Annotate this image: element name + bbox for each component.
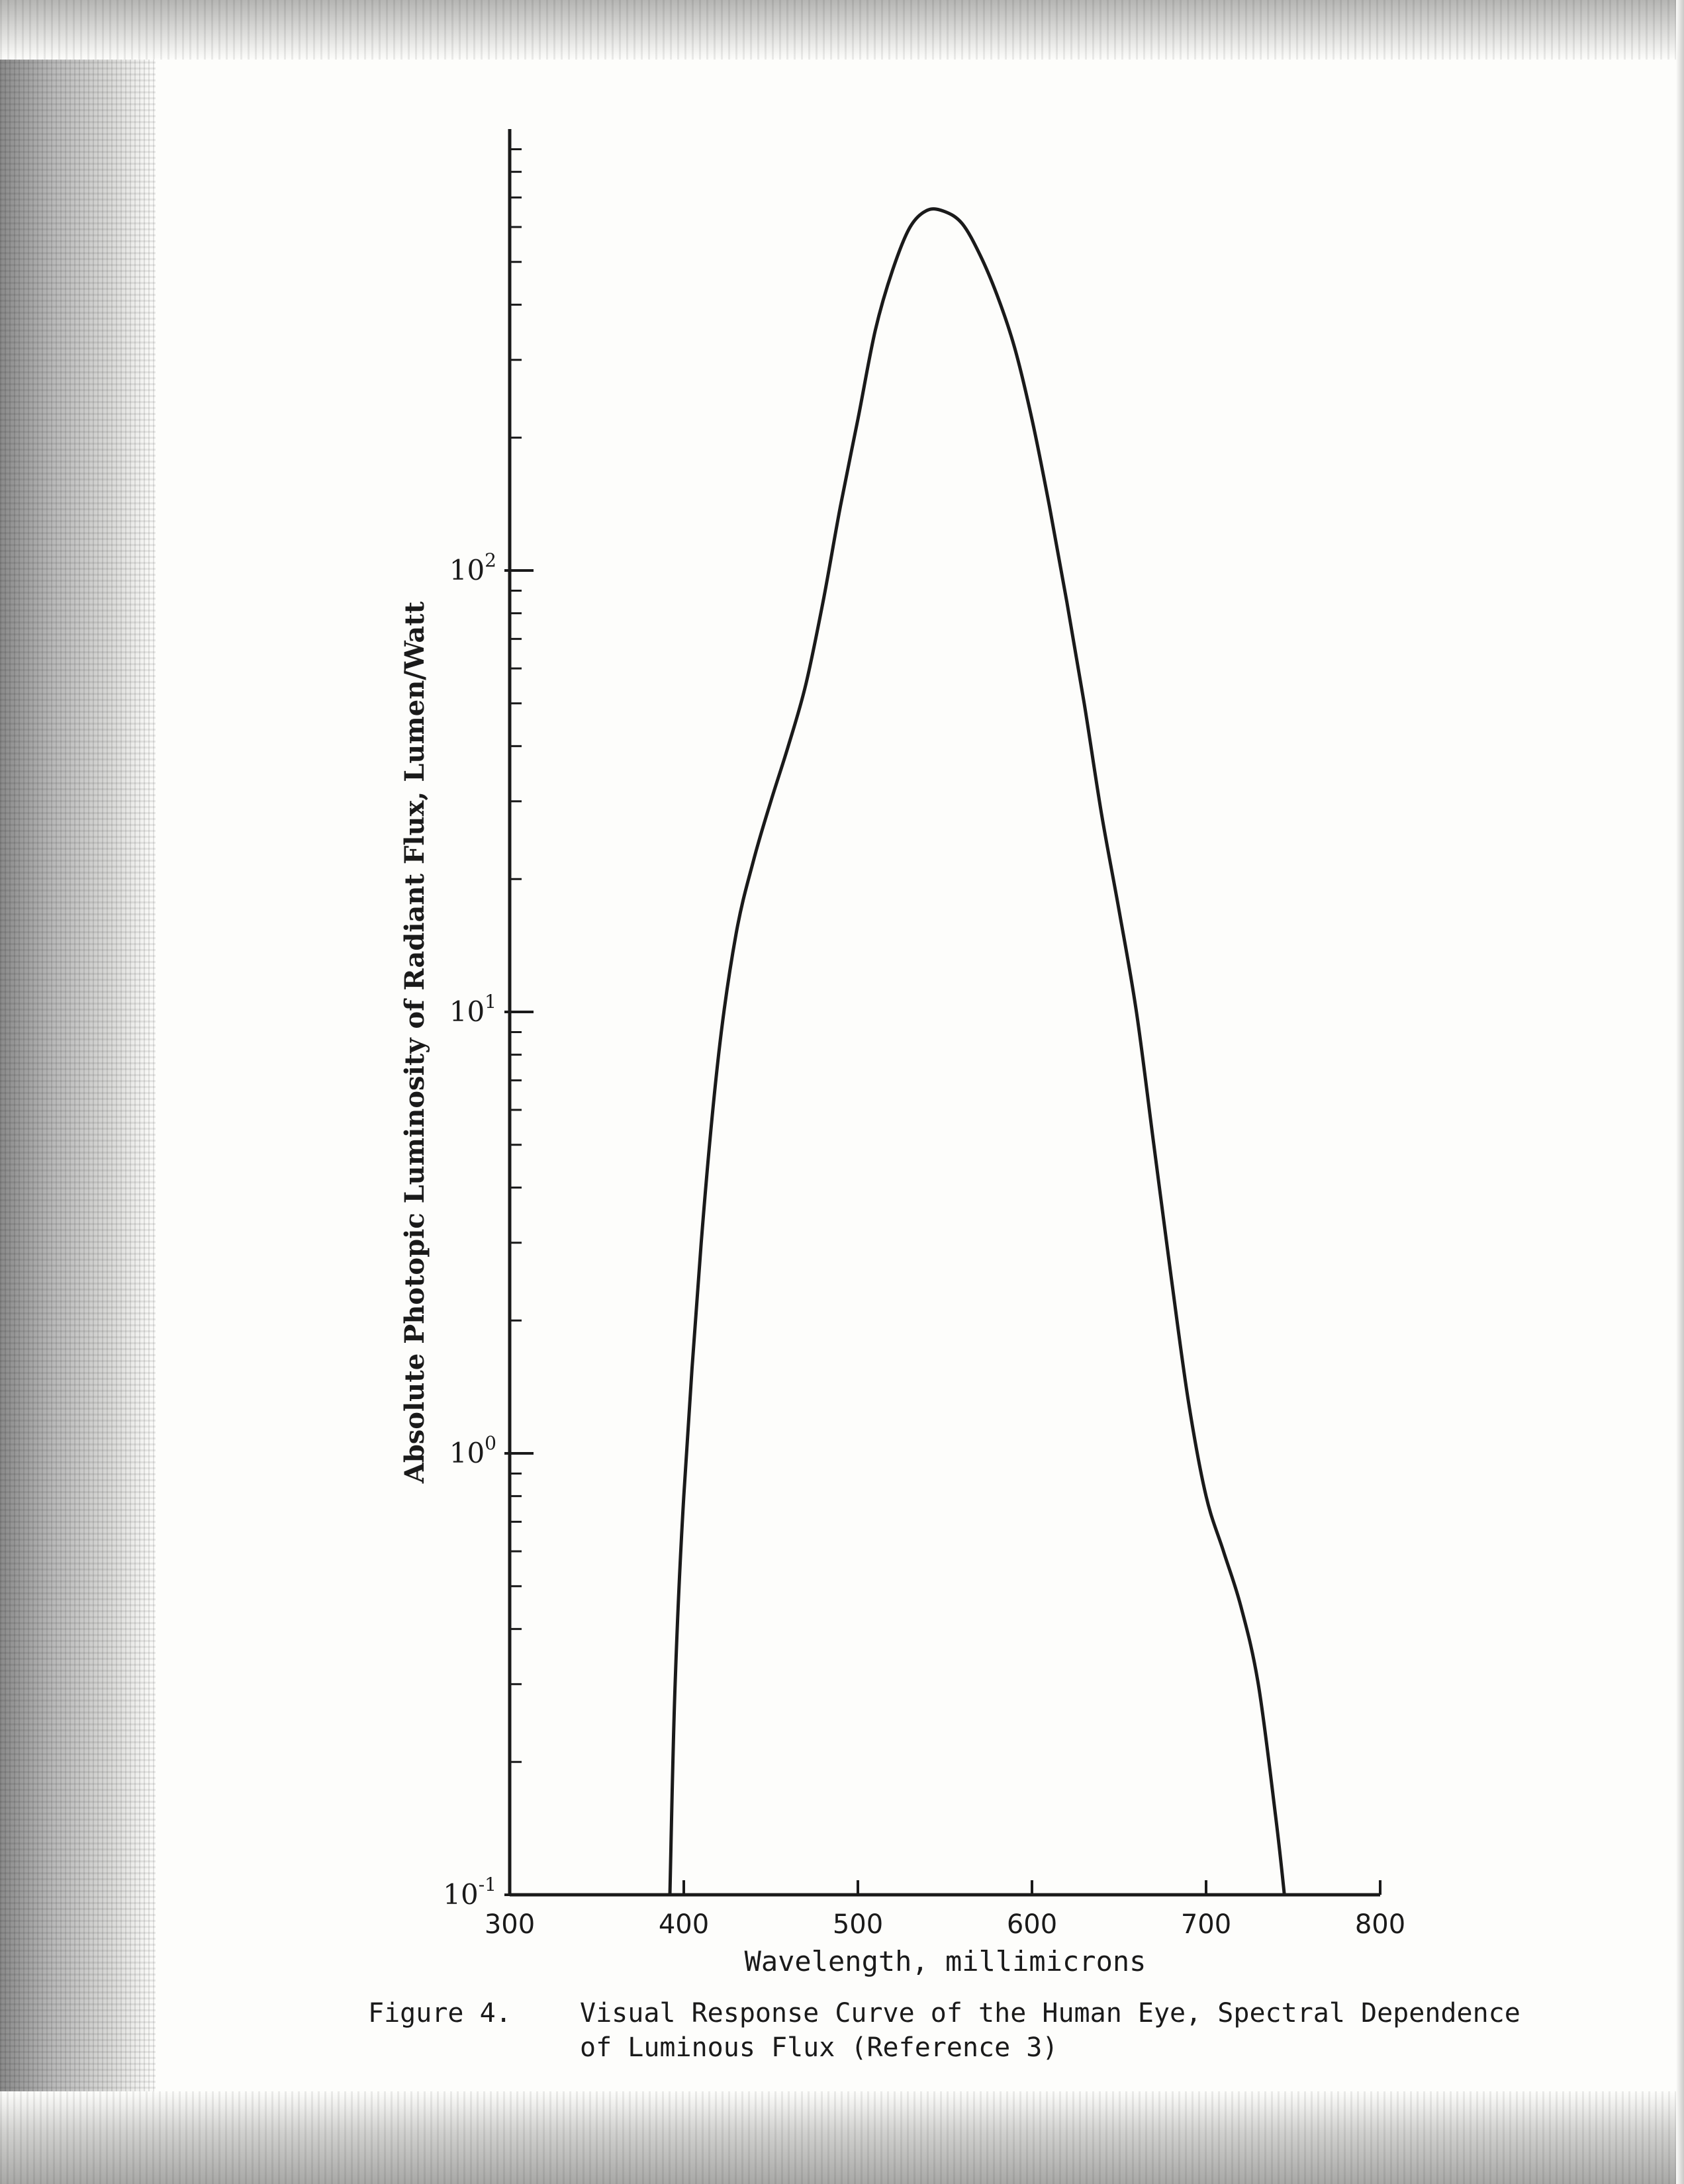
- scan-right-edge: [1676, 0, 1684, 2184]
- x-tick-label: 800: [1355, 1909, 1405, 1940]
- caption-line-2: of Luminous Flux (Reference 3): [580, 2032, 1058, 2063]
- caption-line-1: Visual Response Curve of the Human Eye, …: [580, 1998, 1520, 2028]
- series-line: [668, 207, 1286, 1897]
- y-tick-base: 10: [449, 554, 485, 586]
- y-tick-base: 10: [443, 1878, 478, 1911]
- y-tick-label: 101: [449, 991, 496, 1028]
- y-tick-exponent: -1: [479, 1874, 496, 1895]
- y-tick-base: 10: [449, 995, 485, 1028]
- y-axis-label: Absolute Photopic Luminosity of Radiant …: [399, 601, 430, 1484]
- x-tick-label: 600: [1007, 1909, 1057, 1940]
- y-tick-exponent: 1: [485, 991, 496, 1013]
- scan-top-edge: [0, 0, 1684, 60]
- y-tick-label: 100: [449, 1432, 496, 1469]
- scan-left-edge: [0, 0, 156, 2184]
- figure-caption: Figure 4. Visual Response Curve of the Hu…: [368, 1996, 1626, 2065]
- figure-number: Figure 4.: [368, 1998, 512, 2028]
- y-tick-base: 10: [449, 1437, 485, 1469]
- chart-axes: [508, 129, 1380, 1897]
- y-tick-label: 10-1: [443, 1874, 496, 1911]
- scan-bottom-edge: [0, 2091, 1684, 2184]
- y-tick-exponent: 2: [485, 549, 496, 571]
- x-tick-label: 500: [833, 1909, 883, 1940]
- x-tick-label: 400: [659, 1909, 709, 1940]
- x-tick-label: 300: [485, 1909, 535, 1940]
- x-tick-label: 700: [1181, 1909, 1231, 1940]
- chart-ticks: [504, 148, 1381, 1896]
- y-tick-exponent: 0: [485, 1432, 496, 1454]
- y-tick-label: 102: [449, 549, 496, 586]
- x-axis-label: Wavelength, millimicrons: [745, 1945, 1146, 1978]
- figure-caption-text: Visual Response Curve of the Human Eye, …: [580, 1996, 1599, 2065]
